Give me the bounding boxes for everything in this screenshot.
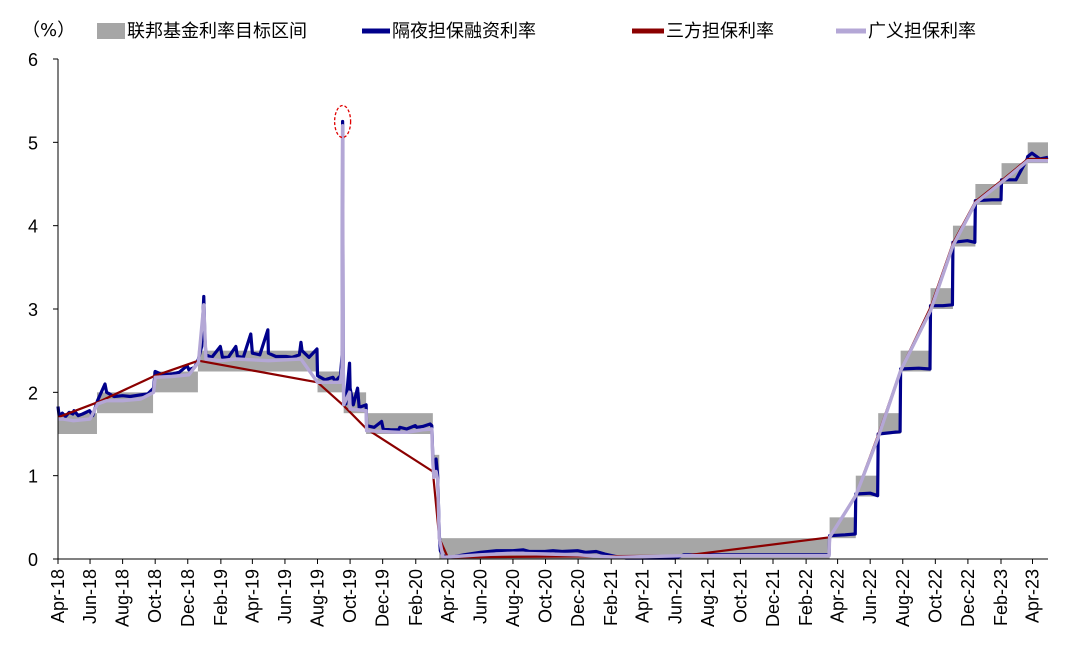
series-line-1 xyxy=(56,119,1049,560)
legend-label-sofr: 隔夜担保融资利率 xyxy=(392,21,536,42)
spike-highlight-circle xyxy=(333,104,352,139)
x-tick-label-7: Jun-19 xyxy=(275,569,295,624)
x-tick-label-9: Oct-19 xyxy=(340,569,360,623)
x-tick-label-19: Jun-21 xyxy=(665,569,685,624)
x-tick-label-1: Jun-18 xyxy=(80,569,100,624)
legend-label-bgcr: 广义担保利率 xyxy=(868,21,976,42)
x-tick-label-10: Dec-19 xyxy=(373,569,393,627)
x-tick-label-22: Dec-21 xyxy=(763,569,783,627)
legend: （%） 联邦基金利率目标区间 隔夜担保融资利率 三方担保利率 广义担保利率 xyxy=(22,20,976,42)
x-tick-label-0: Apr-18 xyxy=(48,569,68,623)
x-tick-label-11: Feb-20 xyxy=(406,569,426,626)
x-tick-label-15: Oct-20 xyxy=(536,569,556,623)
x-tick-label-5: Feb-19 xyxy=(211,569,231,626)
legend-swatch-band xyxy=(97,23,125,39)
x-tick-label-6: Apr-19 xyxy=(242,569,262,623)
x-tick-label-14: Aug-20 xyxy=(503,569,523,627)
y-tick-label-3: 3 xyxy=(28,300,38,320)
x-tick-label-8: Aug-19 xyxy=(308,569,328,627)
x-tick-label-26: Aug-22 xyxy=(893,569,913,627)
x-tick-label-30: Apr-23 xyxy=(1023,569,1043,623)
x-tick-label-12: Apr-20 xyxy=(438,569,458,623)
x-tick-label-17: Feb-21 xyxy=(601,569,621,626)
y-unit-label: （%） xyxy=(22,20,75,41)
axes: 0 1 2 3 4 5 6 Apr-18 Jun-18 Aug-18 Oct-18 Dec-18 Feb… xyxy=(28,50,1048,627)
y-tick-label-1: 1 xyxy=(28,467,38,487)
plot-area xyxy=(56,104,1049,560)
x-tick-label-28: Dec-22 xyxy=(958,569,978,627)
y-tick-label-4: 4 xyxy=(28,217,38,237)
legend-label-band: 联邦基金利率目标区间 xyxy=(127,21,307,42)
y-tick-label-2: 2 xyxy=(28,383,38,403)
x-tick-label-24: Apr-22 xyxy=(828,569,848,623)
x-tick-label-25: Jun-22 xyxy=(860,569,880,624)
x-tick-label-2: Aug-18 xyxy=(113,569,133,627)
x-tick-label-16: Dec-20 xyxy=(568,569,588,627)
legend-label-tgcr: 三方担保利率 xyxy=(666,21,774,42)
x-tick-label-21: Oct-21 xyxy=(730,569,750,623)
x-tick-label-29: Feb-23 xyxy=(991,569,1011,626)
x-tick-label-27: Oct-22 xyxy=(925,569,945,623)
y-tick-label-6: 6 xyxy=(28,50,38,70)
x-tick-label-20: Aug-21 xyxy=(698,569,718,627)
x-tick-label-23: Feb-22 xyxy=(796,569,816,626)
y-tick-label-5: 5 xyxy=(28,133,38,153)
y-tick-label-0: 0 xyxy=(28,550,38,570)
series-line-3 xyxy=(58,123,1048,560)
x-tick-label-3: Oct-18 xyxy=(145,569,165,623)
x-tick-label-13: Jun-20 xyxy=(470,569,490,624)
x-tick-label-4: Dec-18 xyxy=(178,569,198,627)
x-tick-label-18: Apr-21 xyxy=(633,569,653,623)
